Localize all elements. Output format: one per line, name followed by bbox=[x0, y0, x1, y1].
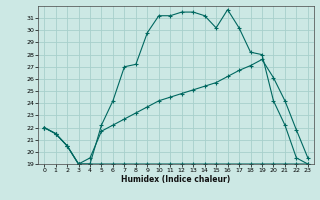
X-axis label: Humidex (Indice chaleur): Humidex (Indice chaleur) bbox=[121, 175, 231, 184]
